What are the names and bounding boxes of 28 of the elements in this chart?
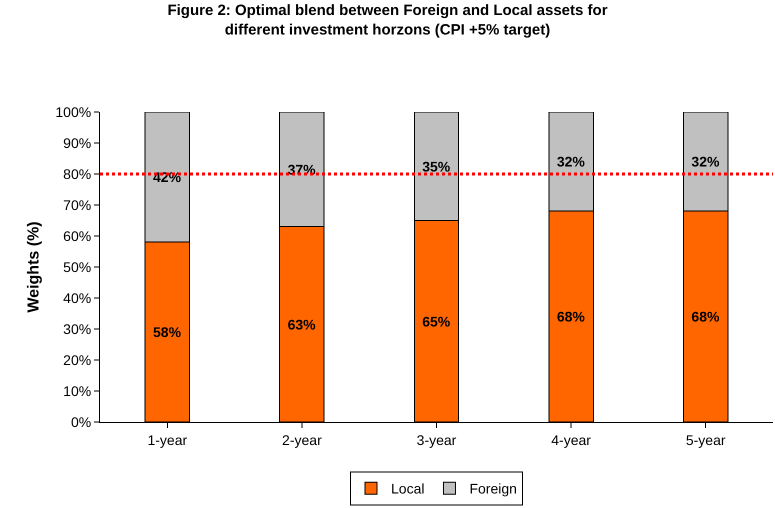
y-axis-title: Weights (%) [25,221,42,313]
y-tick-label: 90% [63,134,92,151]
x-tick-label: 5-year [686,432,726,448]
data-label: 32% [556,154,586,170]
x-tick-label: 3-year [416,432,457,448]
data-label: 65% [422,313,451,330]
y-tick-label: 100% [55,104,92,120]
legend-label: Foreign [469,480,517,497]
data-label: 68% [556,308,586,325]
y-tick-label: 10% [63,382,92,399]
y-tick-label: 20% [63,352,92,368]
data-label: 58% [153,324,182,340]
y-tick-label: 80% [63,166,92,182]
y-tick-label: 40% [63,290,92,306]
x-tick-label: 4-year [551,432,592,448]
x-tick-label: 1-year [147,432,188,448]
y-tick-label: 0% [70,414,92,430]
legend-label: Local [391,480,424,497]
chart-title: Figure 2: Optimal blend between Foreign and Local assets for different investment horzons (CPI +5% target) [167,2,608,39]
x-tick-label: 2-year [282,432,322,448]
y-tick-label: 30% [63,320,92,337]
data-label: 63% [288,316,316,332]
y-tick-label: 60% [63,228,92,244]
data-label: 32% [691,154,720,170]
y-tick-label: 70% [63,196,92,213]
data-label: 68% [691,308,720,325]
data-label: 35% [422,158,451,174]
y-tick-label: 50% [63,258,92,275]
